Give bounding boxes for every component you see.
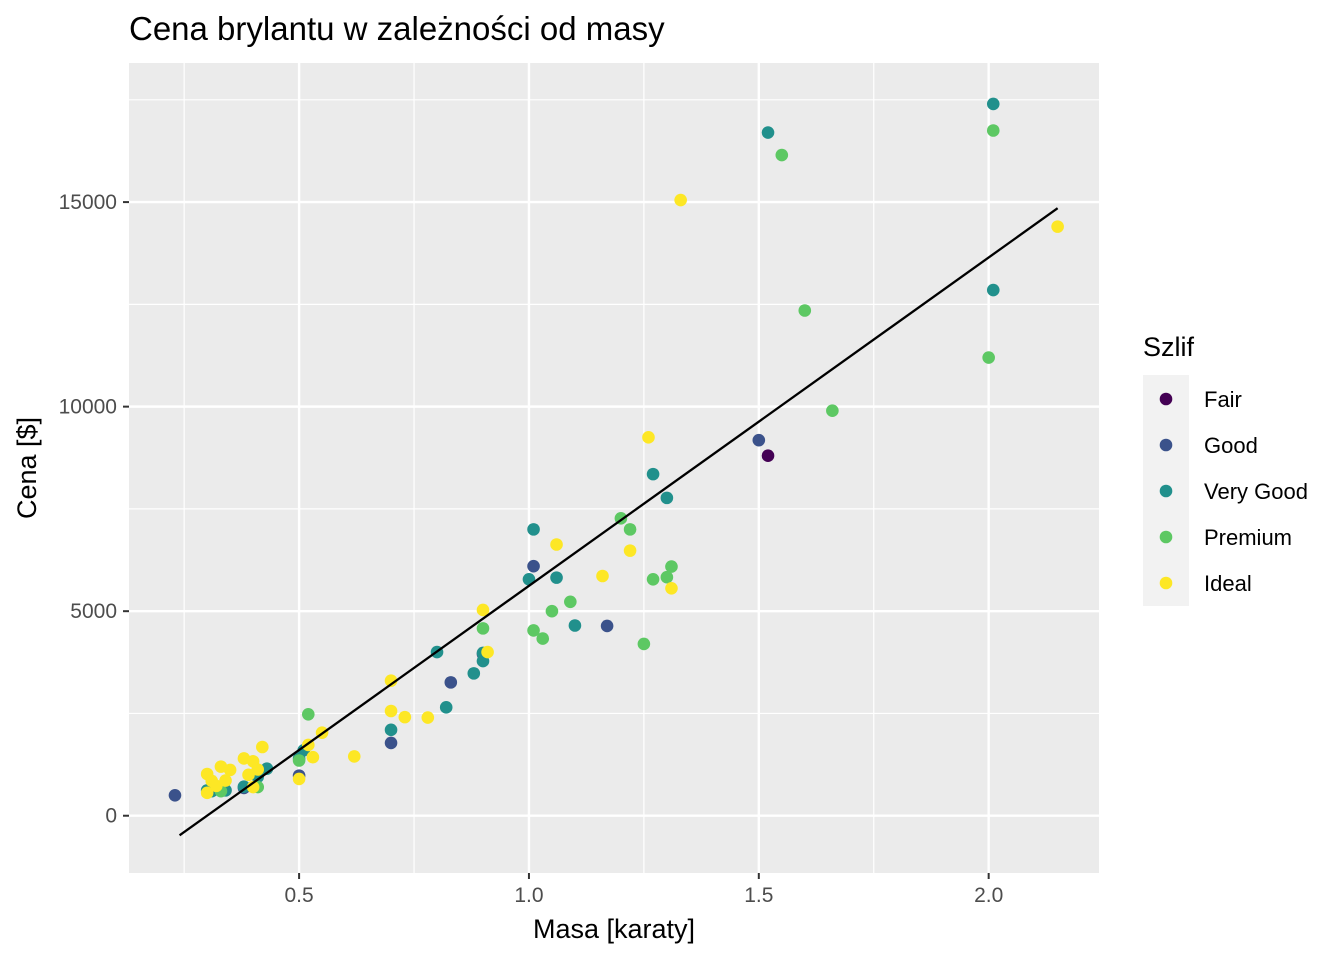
point-premium — [826, 404, 839, 418]
legend-label: Good — [1204, 433, 1258, 458]
point-very-good — [527, 523, 540, 536]
point-premium — [646, 572, 660, 586]
x-tick-label: 2.0 — [974, 884, 1003, 907]
x-tick-label: 1.0 — [514, 884, 543, 907]
x-tick-label: 0.5 — [284, 884, 313, 907]
legend-label: Very Good — [1204, 479, 1308, 504]
point-good — [752, 433, 766, 447]
point-ideal — [665, 581, 678, 595]
point-very-good — [646, 467, 660, 481]
minor-gridlines — [129, 63, 1099, 873]
point-very-good — [237, 780, 251, 793]
point-premium — [301, 707, 315, 721]
legend-label: Premium — [1204, 525, 1292, 550]
point-very-good — [568, 619, 582, 632]
point-fair — [761, 449, 775, 463]
point-ideal — [596, 569, 609, 583]
point-premium — [623, 523, 637, 536]
point-premium — [637, 637, 651, 651]
legend-key — [1159, 392, 1173, 406]
point-ideal — [481, 645, 494, 659]
point-premium — [798, 304, 812, 317]
point-ideal — [1051, 220, 1064, 233]
legend-items: Fair Good Very Good Premium Ideal — [1159, 387, 1308, 596]
chart-title: Cena brylantu w zależności od masy — [129, 10, 665, 47]
legend-key — [1159, 438, 1173, 452]
legend-title: Szlif — [1143, 332, 1195, 362]
point-very-good — [986, 283, 1000, 297]
point-good — [444, 676, 458, 689]
point-premium — [665, 560, 678, 573]
legend-key — [1159, 530, 1173, 544]
legend-key — [1159, 576, 1173, 590]
point-ideal — [223, 763, 237, 777]
y-tick-label: 5000 — [70, 600, 117, 623]
point-premium — [564, 595, 577, 609]
legend: Szlif Fair Good Very Good Premium Ideal — [1143, 332, 1308, 606]
point-very-good — [439, 701, 453, 714]
x-axis-ticks: 0.5 1.0 1.5 2.0 — [284, 873, 1003, 907]
point-ideal — [347, 750, 361, 763]
point-ideal — [550, 538, 563, 551]
point-ideal — [292, 772, 306, 786]
major-gridlines — [129, 63, 1099, 873]
point-premium — [476, 622, 490, 635]
point-ideal — [421, 711, 435, 724]
legend-label: Ideal — [1204, 571, 1252, 596]
point-very-good — [761, 126, 775, 139]
point-ideal — [200, 786, 214, 800]
point-premium — [545, 604, 559, 618]
point-ideal — [384, 674, 398, 688]
point-premium — [536, 632, 550, 645]
point-good — [384, 736, 398, 750]
point-premium — [527, 624, 540, 637]
point-ideal — [674, 193, 687, 207]
point-very-good — [384, 723, 398, 737]
point-ideal — [642, 431, 655, 444]
point-ideal — [384, 704, 398, 718]
y-axis-ticks: 0 5000 10000 15000 — [59, 191, 129, 828]
point-very-good — [660, 491, 674, 505]
point-good — [527, 559, 540, 573]
point-premium — [986, 124, 1000, 137]
point-premium — [660, 570, 674, 584]
point-ideal — [306, 750, 320, 764]
x-axis-title: Masa [karaty] — [533, 914, 695, 944]
x-tick-label: 1.5 — [744, 884, 773, 907]
point-very-good — [550, 571, 563, 584]
point-ideal — [476, 603, 490, 617]
legend-label: Fair — [1204, 387, 1242, 412]
y-tick-label: 10000 — [59, 396, 117, 419]
trend-line — [178, 207, 1059, 837]
point-ideal — [251, 763, 265, 776]
trend-line-layer — [178, 207, 1059, 837]
point-ideal — [623, 544, 637, 557]
y-tick-label: 15000 — [59, 191, 117, 214]
point-very-good — [467, 667, 481, 680]
plot-panel — [129, 63, 1099, 873]
point-ideal — [398, 710, 412, 724]
point-ideal — [219, 774, 232, 787]
y-axis-title: Cena [$] — [12, 417, 42, 519]
legend-key — [1159, 484, 1173, 498]
point-premium — [292, 754, 306, 767]
point-ideal — [210, 779, 223, 793]
point-premium — [982, 351, 995, 364]
point-very-good — [986, 97, 1000, 111]
point-ideal — [242, 768, 255, 782]
y-tick-label: 0 — [105, 805, 117, 828]
point-ideal — [256, 740, 269, 754]
point-good — [168, 788, 182, 802]
point-good — [600, 619, 614, 633]
point-premium — [775, 148, 789, 162]
